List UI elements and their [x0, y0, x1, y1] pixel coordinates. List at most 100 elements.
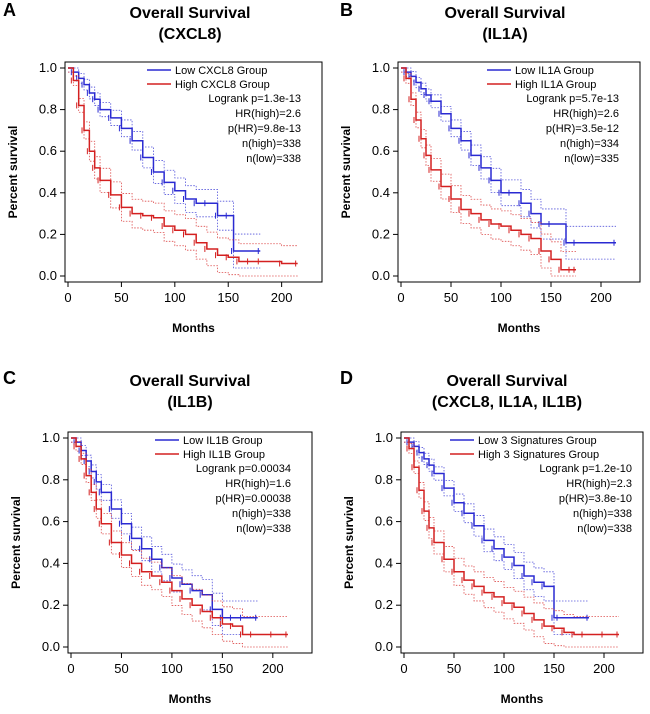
- panel-title: Overall Survival: [130, 5, 251, 22]
- stat-line: n(high)=338: [573, 508, 632, 520]
- x-tick-label: 200: [271, 290, 293, 305]
- y-tick-label: 0.6: [375, 514, 393, 529]
- low-ci-upper: [401, 67, 616, 227]
- stat-line: Logrank p=5.7e-13: [526, 93, 619, 105]
- x-tick-label: 0: [64, 290, 71, 305]
- x-tick-label: 150: [543, 661, 565, 676]
- panel-title: Overall Survival: [445, 5, 566, 22]
- x-tick-label: 100: [493, 661, 515, 676]
- panel-b: B Overall Survival (IL1A) 0.0 0.2 0.4 0.6 0.8 1.…: [339, 0, 641, 335]
- low-ci-upper: [71, 437, 258, 602]
- low-ci-lower: [68, 71, 261, 269]
- y-axis-label: Percent survival: [6, 126, 20, 219]
- legend-label-low: Low IL1A Group: [515, 65, 594, 77]
- legend-label-high: High CXCL8 Group: [175, 79, 270, 91]
- x-tick-label: 150: [540, 290, 562, 305]
- low-ci-upper: [68, 67, 261, 235]
- x-tick-label: 0: [397, 290, 404, 305]
- y-tick-label: 1.0: [375, 430, 393, 445]
- stat-line: HR(high)=2.3: [566, 478, 632, 490]
- stat-line: Logrank p=1.2e-10: [539, 463, 632, 475]
- low-ci-upper: [404, 437, 589, 602]
- high-survival-curve: [71, 437, 288, 636]
- stat-line: p(HR)=9.8e-13: [228, 123, 301, 135]
- panel-letter: D: [340, 368, 353, 388]
- panel-title: Overall Survival: [447, 373, 568, 390]
- plot-frame: [64, 61, 323, 283]
- low-survival-curve: [401, 67, 616, 244]
- x-tick-label: 100: [490, 290, 512, 305]
- y-tick-label: 0.2: [42, 597, 60, 612]
- panel-subtitle: (CXCL8, IL1A, IL1B): [432, 394, 582, 411]
- stat-line: n(low)=338: [577, 523, 632, 535]
- y-tick-label: 0.8: [42, 472, 60, 487]
- high-ci-lower: [401, 71, 576, 277]
- stat-line: HR(high)=2.6: [553, 108, 619, 120]
- x-tick-label: 100: [161, 661, 183, 676]
- x-tick-label: 50: [444, 290, 458, 305]
- high-ci-upper: [71, 437, 288, 617]
- x-tick-label: 200: [590, 290, 612, 305]
- panel-subtitle: (IL1B): [167, 394, 212, 411]
- legend-label-low: Low CXCL8 Group: [175, 65, 267, 77]
- legend-label-low: Low 3 Signatures Group: [478, 435, 597, 447]
- high-survival-curve: [401, 67, 576, 271]
- panel-c: C Overall Survival (IL1B) 0.0 0.2 0.4 0.6 0.8 1.…: [3, 368, 313, 706]
- y-tick-label: 0.2: [39, 226, 57, 241]
- stat-line: n(high)=338: [242, 138, 301, 150]
- y-tick-label: 0.4: [375, 555, 393, 570]
- y-tick-label: 1.0: [372, 60, 390, 75]
- stat-line: n(low)=335: [564, 153, 619, 165]
- x-tick-label: 150: [212, 661, 234, 676]
- y-tick-label: 0.6: [39, 143, 57, 158]
- panel-a: A Overall Survival (CXCL8) 0.0 0.2 0.4 0.6 0.8 1…: [3, 0, 323, 335]
- y-tick-label: 0.0: [375, 639, 393, 654]
- panel-letter: A: [3, 0, 16, 20]
- y-tick-label: 0.0: [42, 639, 60, 654]
- stat-line: n(high)=338: [232, 508, 291, 520]
- stat-line: Logrank p=0.00034: [196, 463, 291, 475]
- plot-frame: [397, 61, 641, 283]
- x-tick-label: 50: [447, 661, 461, 676]
- y-axis-label: Percent survival: [342, 496, 356, 589]
- plot-frame: [67, 431, 313, 654]
- y-tick-label: 0.0: [39, 268, 57, 283]
- plot-frame: [400, 431, 644, 654]
- legend-label-high: High 3 Signatures Group: [478, 449, 599, 461]
- stat-line: Logrank p=1.3e-13: [208, 93, 301, 105]
- stat-line: n(low)=338: [246, 153, 301, 165]
- panel-letter: B: [340, 0, 353, 20]
- stat-line: p(HR)=3.5e-12: [546, 123, 619, 135]
- panel-title: Overall Survival: [130, 373, 251, 390]
- y-tick-label: 0.2: [372, 226, 390, 241]
- panel-letter: C: [3, 368, 16, 388]
- y-tick-label: 0.0: [372, 268, 390, 283]
- high-ci-upper: [404, 437, 619, 617]
- y-tick-label: 0.8: [375, 472, 393, 487]
- x-tick-label: 50: [114, 661, 128, 676]
- high-ci-upper: [401, 67, 576, 252]
- high-survival-curve: [404, 437, 619, 636]
- x-tick-label: 50: [114, 290, 128, 305]
- y-axis-label: Percent survival: [339, 126, 353, 219]
- stat-line: n(low)=338: [236, 523, 291, 535]
- low-survival-curve: [404, 437, 589, 619]
- stat-line: HR(high)=1.6: [225, 478, 291, 490]
- y-tick-label: 0.4: [372, 185, 390, 200]
- x-tick-label: 200: [593, 661, 615, 676]
- x-tick-label: 150: [217, 290, 239, 305]
- panel-d: D Overall Survival (CXCL8, IL1A, IL1B) 0.0 0…: [340, 368, 644, 706]
- y-axis-label: Percent survival: [9, 496, 23, 589]
- low-ci-lower: [71, 441, 258, 635]
- high-ci-upper: [68, 67, 298, 247]
- y-tick-label: 0.2: [375, 597, 393, 612]
- legend-label-high: High IL1A Group: [515, 79, 596, 91]
- y-tick-label: 0.6: [372, 143, 390, 158]
- y-tick-label: 1.0: [39, 60, 57, 75]
- stat-line: HR(high)=2.6: [235, 108, 301, 120]
- x-tick-label: 100: [164, 290, 186, 305]
- x-tick-label: 200: [262, 661, 284, 676]
- y-tick-label: 0.8: [39, 102, 57, 117]
- y-tick-label: 0.4: [39, 185, 57, 200]
